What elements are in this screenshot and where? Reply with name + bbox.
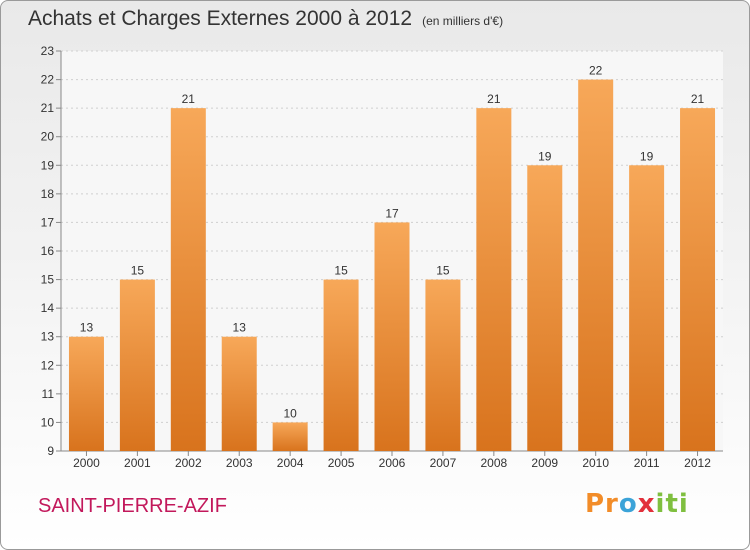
chart-title: Achats et Charges Externes 2000 à 2012 (e… <box>28 7 503 31</box>
y-tick-label: 23 <box>41 44 55 58</box>
x-tick-label: 2005 <box>328 456 355 470</box>
x-tick-label: 2000 <box>73 456 100 470</box>
bar-2009 <box>527 165 563 452</box>
bar-2007 <box>425 279 461 451</box>
bar-value-label: 10 <box>283 406 297 420</box>
bar-value-label: 22 <box>589 64 603 78</box>
bar-value-label: 21 <box>487 92 501 106</box>
bar-value-label: 15 <box>131 264 145 278</box>
commune-name: SAINT-PIERRE-AZIF <box>38 495 227 517</box>
x-tick-label: 2002 <box>175 456 202 470</box>
bar-2000 <box>68 336 104 451</box>
bar-2011 <box>629 165 665 452</box>
proxiti-logo: Proxiti <box>585 489 689 519</box>
x-tick-label: 2003 <box>226 456 253 470</box>
bar-value-label: 19 <box>640 149 654 163</box>
y-tick-label: 11 <box>42 387 55 401</box>
x-tick-label: 2009 <box>531 456 558 470</box>
x-tick-label: 2004 <box>277 456 304 470</box>
bar-value-label: 21 <box>182 92 196 106</box>
bar-2006 <box>374 222 410 451</box>
bar-2004 <box>272 422 308 451</box>
y-tick-label: 10 <box>41 415 55 429</box>
bar-2001 <box>119 279 155 451</box>
bar-value-label: 19 <box>538 149 552 163</box>
bar-2008 <box>476 108 512 452</box>
y-tick-label: 12 <box>41 358 55 372</box>
bar-value-label: 15 <box>436 264 450 278</box>
y-tick-label: 21 <box>41 101 55 115</box>
y-tick-label: 18 <box>41 187 55 201</box>
chart-title-text: Achats et Charges Externes 2000 à 2012 <box>28 7 413 30</box>
bar-2010 <box>578 79 614 452</box>
y-tick-label: 20 <box>41 130 55 144</box>
y-tick-label: 17 <box>41 215 55 229</box>
y-tick-label: 19 <box>41 158 55 172</box>
y-tick-label: 9 <box>47 444 54 458</box>
y-tick-label: 13 <box>41 330 55 344</box>
y-tick-label: 16 <box>41 244 55 258</box>
y-tick-label: 22 <box>41 73 55 87</box>
bar-2002 <box>170 108 206 452</box>
bar-2005 <box>323 279 359 451</box>
x-tick-label: 2008 <box>480 456 507 470</box>
bar-value-label: 17 <box>385 206 399 220</box>
chart-subtitle: (en milliers d'€) <box>422 14 504 28</box>
bar-value-label: 13 <box>233 321 247 335</box>
y-tick-label: 15 <box>41 273 55 287</box>
x-tick-label: 2012 <box>684 456 711 470</box>
bar-value-label: 15 <box>334 264 348 278</box>
bar-2003 <box>221 336 257 451</box>
bar-2012 <box>680 108 716 452</box>
x-tick-label: 2010 <box>582 456 609 470</box>
x-tick-label: 2011 <box>634 456 660 470</box>
x-tick-label: 2006 <box>379 456 406 470</box>
x-tick-label: 2001 <box>124 456 151 470</box>
bar-value-label: 21 <box>691 92 705 106</box>
x-tick-label: 2007 <box>430 456 457 470</box>
bar-value-label: 13 <box>80 321 94 335</box>
y-tick-label: 14 <box>41 301 55 315</box>
